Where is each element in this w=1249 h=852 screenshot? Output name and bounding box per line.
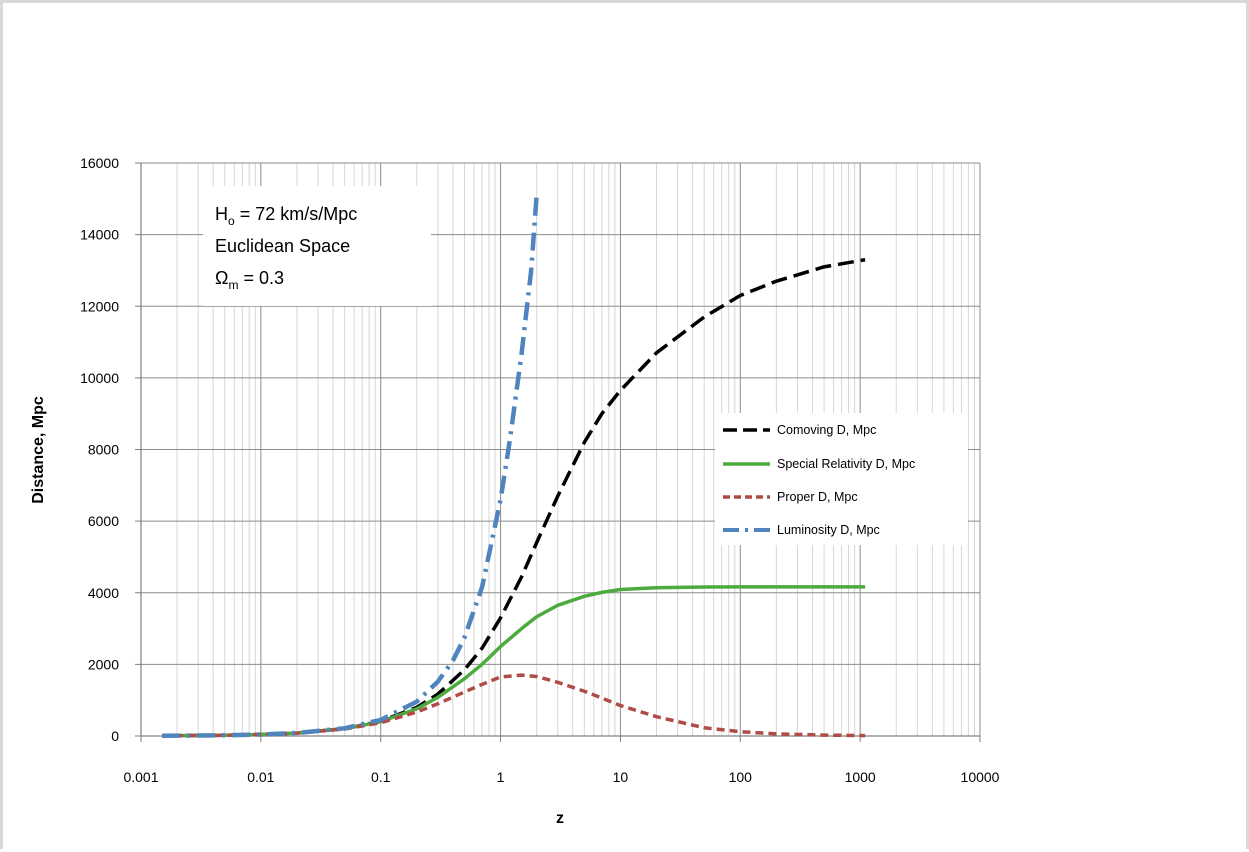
legend-label-special-relativity: Special Relativity D, Mpc [777, 457, 915, 471]
annotation-space-line: Euclidean Space [215, 236, 350, 256]
distance-vs-redshift-chart: 0.001 0.01 0.1 1 10 100 1000 10000 0 2000 4000 600… [30, 155, 1000, 827]
y-tick-label: 16000 [80, 155, 119, 171]
series-lines [162, 195, 866, 739]
x-tick-label: 10000 [961, 769, 1000, 785]
y-tick-label: 0 [111, 728, 119, 744]
annotation-hubble-subscript: o [228, 214, 235, 228]
x-tick-label: 1 [497, 769, 505, 785]
series-line-1 [162, 585, 866, 738]
y-tick-labels: 0 2000 4000 6000 8000 10000 12000 14000 16000 [80, 155, 119, 744]
annotation-omega-symbol: Ω [215, 268, 228, 288]
y-tick-label: 8000 [88, 442, 119, 458]
legend-background [715, 413, 968, 545]
annotation-omega-value: = 0.3 [238, 268, 284, 288]
legend-label-proper: Proper D, Mpc [777, 490, 858, 504]
y-tick-label: 12000 [80, 298, 119, 314]
annotation-hubble-line: Ho = 72 km/s/Mpc [215, 204, 357, 228]
y-axis-title: Distance, Mpc [30, 396, 47, 504]
x-axis-title: z [556, 810, 564, 827]
y-tick-label: 10000 [80, 370, 119, 386]
legend-label-comoving: Comoving D, Mpc [777, 423, 876, 437]
annotation-hubble-symbol: H [215, 204, 228, 224]
x-tick-label: 0.001 [123, 769, 158, 785]
y-tick-label: 14000 [80, 227, 119, 243]
y-tick-label: 6000 [88, 513, 119, 529]
x-tick-label: 0.01 [247, 769, 274, 785]
series-line-3 [162, 195, 539, 739]
annotation-omega-subscript: m [228, 278, 238, 292]
annotation-box: Ho = 72 km/s/Mpc Euclidean Space Ωm = 0.… [203, 186, 431, 306]
annotation-background [203, 186, 431, 306]
annotation-omega-line: Ωm = 0.3 [215, 268, 284, 292]
x-tick-label: 1000 [845, 769, 876, 785]
series-line-2 [162, 673, 866, 738]
x-tick-label: 100 [729, 769, 753, 785]
y-tick-label: 2000 [88, 656, 119, 672]
legend: Comoving D, Mpc Special Relativity D, Mp… [715, 413, 968, 545]
y-tick-label: 4000 [88, 585, 119, 601]
x-tick-label: 0.1 [371, 769, 391, 785]
x-tick-label: 10 [613, 769, 629, 785]
legend-label-luminosity: Luminosity D, Mpc [777, 523, 880, 537]
annotation-hubble-value: = 72 km/s/Mpc [235, 204, 358, 224]
x-tick-labels: 0.001 0.01 0.1 1 10 100 1000 10000 [123, 769, 999, 785]
